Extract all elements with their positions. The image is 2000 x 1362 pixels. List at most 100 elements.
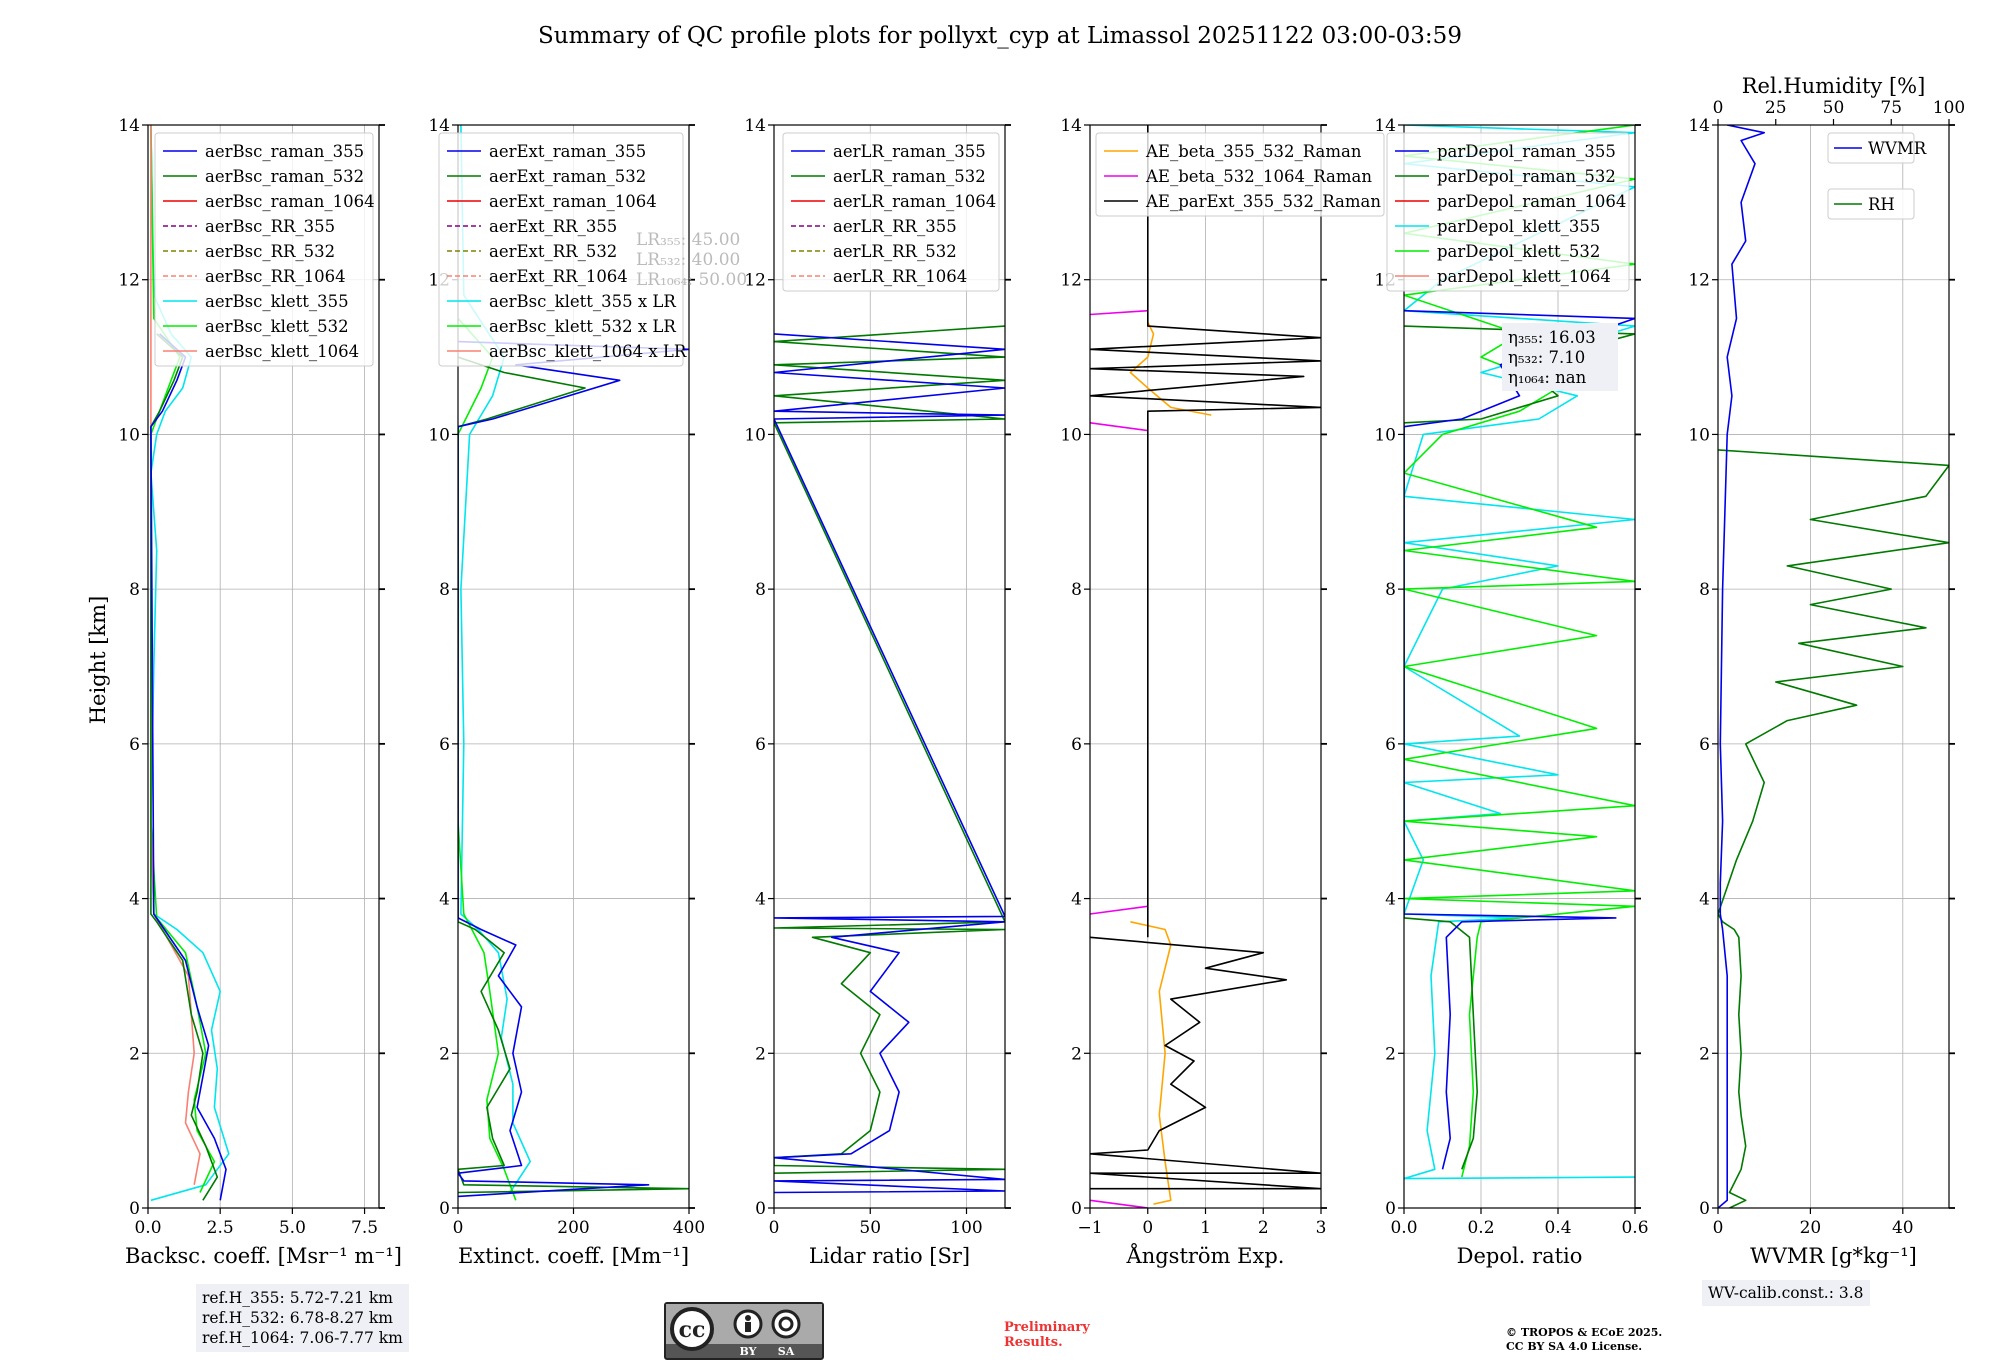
legend-box xyxy=(1827,132,1915,164)
annotation-text: LR₅₃₂: 40.00 xyxy=(636,250,740,270)
top-x-tick-label: 100 xyxy=(1933,98,1965,118)
sa-cycle-icon xyxy=(771,1309,801,1339)
cc-sa-label: SA xyxy=(778,1345,795,1358)
series-line-AE_beta_532_1064_Raman xyxy=(1090,1199,1148,1208)
series-line-AE_beta_355_532_Raman-b xyxy=(1129,321,1212,416)
legend-label: aerBsc_klett_532 x LR xyxy=(489,317,676,336)
y-axis-label: Height [km] xyxy=(86,596,110,725)
legend-box xyxy=(438,132,684,367)
x-tick-label: 0 xyxy=(1713,1218,1724,1238)
y-tick-label: 4 xyxy=(1071,890,1082,910)
wv-calibration-box: WV-calib.const.: 3.8 xyxy=(1702,1280,1870,1306)
legend-label: aerBsc_klett_355 x LR xyxy=(489,292,676,311)
x-tick-label: 2 xyxy=(1258,1218,1269,1238)
legend-label: aerBsc_RR_1064 xyxy=(205,267,346,286)
series-line-aerBsc_klett_355-x-LR xyxy=(460,125,532,1193)
cc-logo-icon xyxy=(670,1307,714,1351)
legend-label: aerExt_raman_1064 xyxy=(489,192,657,211)
legend-label: aerExt_RR_1064 xyxy=(489,267,628,286)
x-tick-label: −1 xyxy=(1077,1218,1102,1238)
legend-label: AE_beta_355_532_Raman xyxy=(1145,142,1362,161)
y-tick-label: 0 xyxy=(439,1199,450,1219)
y-tick-label: 10 xyxy=(744,425,766,445)
copyright-line-2: CC BY SA 4.0 License. xyxy=(1506,1340,1643,1353)
legend-label: aerBsc_raman_355 xyxy=(205,142,364,161)
y-tick-label: 4 xyxy=(439,890,450,910)
y-tick-label: 10 xyxy=(1688,425,1710,445)
top-x-tick-label: 0 xyxy=(1713,98,1724,118)
x-tick-label: 0.0 xyxy=(134,1218,161,1238)
x-tick-label: 50 xyxy=(859,1218,881,1238)
legend-box xyxy=(154,132,374,367)
legend-box xyxy=(1095,132,1385,217)
top-x-tick-label: 75 xyxy=(1880,98,1902,118)
y-tick-label: 8 xyxy=(1699,580,1710,600)
y-tick-label: 10 xyxy=(118,425,140,445)
annotation-text: η₁₀₆₄: nan xyxy=(1508,368,1587,387)
y-tick-label: 12 xyxy=(1060,271,1082,291)
y-tick-label: 2 xyxy=(1071,1044,1082,1064)
y-tick-label: 6 xyxy=(439,735,450,755)
series-group xyxy=(774,325,1005,1194)
series-line-aerBsc_raman_532 xyxy=(150,333,219,1201)
legend-box xyxy=(1827,188,1915,220)
series-line-AE_parExt_355_532_Raman xyxy=(1090,936,1321,1190)
legend-label: aerBsc_raman_532 xyxy=(205,167,364,186)
x-axis-label: Backsc. coeff. [Msr⁻¹ m⁻¹] xyxy=(125,1244,402,1268)
figure-title: Summary of QC profile plots for pollyxt_… xyxy=(538,23,1462,49)
x-tick-label: 7.5 xyxy=(351,1218,378,1238)
axes-frame xyxy=(773,124,1006,1209)
y-tick-label: 6 xyxy=(129,735,140,755)
y-tick-label: 2 xyxy=(755,1044,766,1064)
legend-label: aerLR_raman_355 xyxy=(833,142,986,161)
series-line-AE_parExt_355_532_Raman-b xyxy=(1090,125,1321,938)
x-tick-label: 0.4 xyxy=(1544,1218,1571,1238)
y-tick-label: 4 xyxy=(755,890,766,910)
y-tick-label: 8 xyxy=(129,580,140,600)
y-tick-label: 8 xyxy=(1071,580,1082,600)
legend-box xyxy=(782,132,1000,292)
legend-label: aerBsc_klett_1064 x LR xyxy=(489,342,687,361)
legend-label: AE_beta_532_1064_Raman xyxy=(1145,167,1372,186)
series-line-AE_beta_532_1064_Raman-c xyxy=(1090,422,1148,432)
preliminary-line-1: Preliminary xyxy=(1004,1320,1090,1335)
y-tick-label: 0 xyxy=(1699,1199,1710,1219)
x-tick-label: 400 xyxy=(673,1218,705,1238)
annotation-text: LR₁₀₆₄: 50.00 xyxy=(636,270,747,290)
x-tick-label: 0 xyxy=(1142,1218,1153,1238)
y-tick-label: 14 xyxy=(1060,116,1082,136)
y-tick-label: 0 xyxy=(1071,1199,1082,1219)
x-tick-label: 0.0 xyxy=(1390,1218,1417,1238)
annotation-text: η₅₃₂: 7.10 xyxy=(1508,348,1585,367)
top-x-axis-label: Rel.Humidity [%] xyxy=(1742,74,1926,98)
x-axis-label: Extinct. coeff. [Mm⁻¹] xyxy=(458,1244,689,1268)
y-tick-label: 4 xyxy=(1385,890,1396,910)
y-tick-label: 10 xyxy=(428,425,450,445)
series-group xyxy=(458,125,689,1201)
y-tick-label: 10 xyxy=(1060,425,1082,445)
cc-badge-graphic: cc BY SA xyxy=(666,1304,822,1358)
sa-cycle-arc xyxy=(778,1316,794,1332)
y-tick-label: 0 xyxy=(129,1199,140,1219)
x-tick-label: 0 xyxy=(453,1218,464,1238)
legend-label: aerLR_RR_532 xyxy=(833,242,957,261)
legend-box xyxy=(1386,132,1630,292)
y-tick-label: 2 xyxy=(439,1044,450,1064)
legend-label: parDepol_klett_1064 xyxy=(1437,267,1611,286)
series-line-parDepol_klett_355 xyxy=(1404,125,1635,1180)
y-tick-label: 10 xyxy=(1374,425,1396,445)
x-tick-label: 200 xyxy=(557,1218,589,1238)
by-person-head xyxy=(745,1315,751,1321)
y-tick-label: 2 xyxy=(1699,1044,1710,1064)
legend-label: aerLR_RR_355 xyxy=(833,217,957,236)
top-x-tick-label: 25 xyxy=(1765,98,1787,118)
legend-label: aerBsc_klett_355 xyxy=(205,292,349,311)
x-axis-label: Lidar ratio [Sr] xyxy=(809,1244,970,1268)
y-tick-label: 8 xyxy=(439,580,450,600)
ref-height-355: ref.H_355: 5.72-7.21 km xyxy=(202,1289,393,1307)
y-tick-label: 12 xyxy=(118,271,140,291)
legend-label: parDepol_raman_532 xyxy=(1437,167,1616,186)
